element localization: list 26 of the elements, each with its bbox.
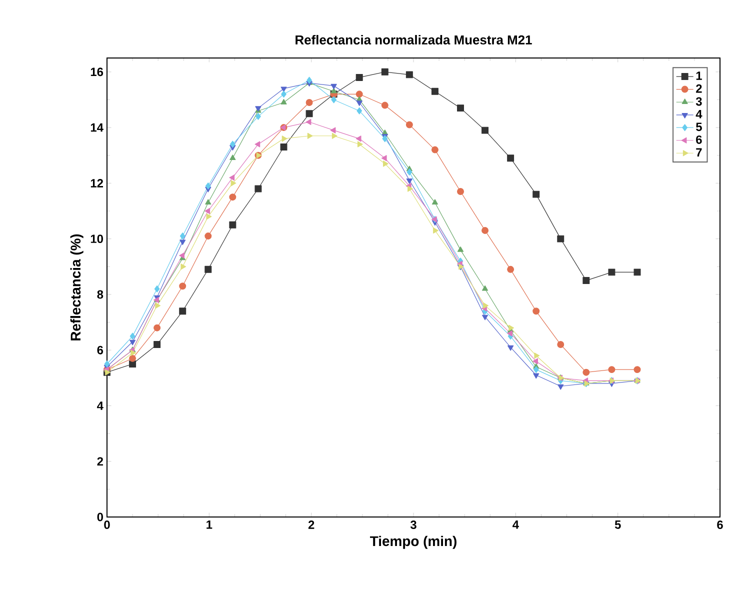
y-tick-label: 4 (97, 402, 104, 410)
legend-label: 5 (696, 122, 702, 132)
x-tick-label: 5 (614, 520, 621, 529)
y-tick-label: 6 (97, 346, 104, 354)
legend-label: 1 (696, 72, 702, 80)
legend-label: 3 (696, 97, 702, 106)
x-tick-label: 3 (410, 520, 416, 530)
y-tick-label: 2 (97, 457, 104, 466)
legend-label: 7 (696, 148, 702, 156)
x-tick-label: 2 (308, 520, 314, 529)
y-tick-label: 16 (90, 68, 104, 76)
legend-label: 4 (696, 110, 702, 118)
x-tick-label: 0 (104, 520, 110, 529)
legend-label: 2 (696, 84, 702, 93)
x-tick-label: 4 (512, 520, 519, 529)
y-tick-label: 10 (90, 234, 103, 244)
x-tick-label: 1 (206, 520, 212, 529)
x-tick-label: 6 (717, 520, 723, 529)
y-tick-label: 12 (90, 179, 103, 188)
y-axis-title: Reflectancia (%) (70, 234, 84, 340)
legend-label: 6 (696, 135, 702, 144)
y-tick-label: 14 (90, 123, 104, 132)
chart-title: Reflectancia normalizada Muestra M21 (296, 34, 532, 44)
x-axis-title: Tiempo (min) (370, 536, 456, 549)
y-tick-label: 8 (97, 290, 104, 299)
y-tick-label: 0 (97, 512, 103, 522)
